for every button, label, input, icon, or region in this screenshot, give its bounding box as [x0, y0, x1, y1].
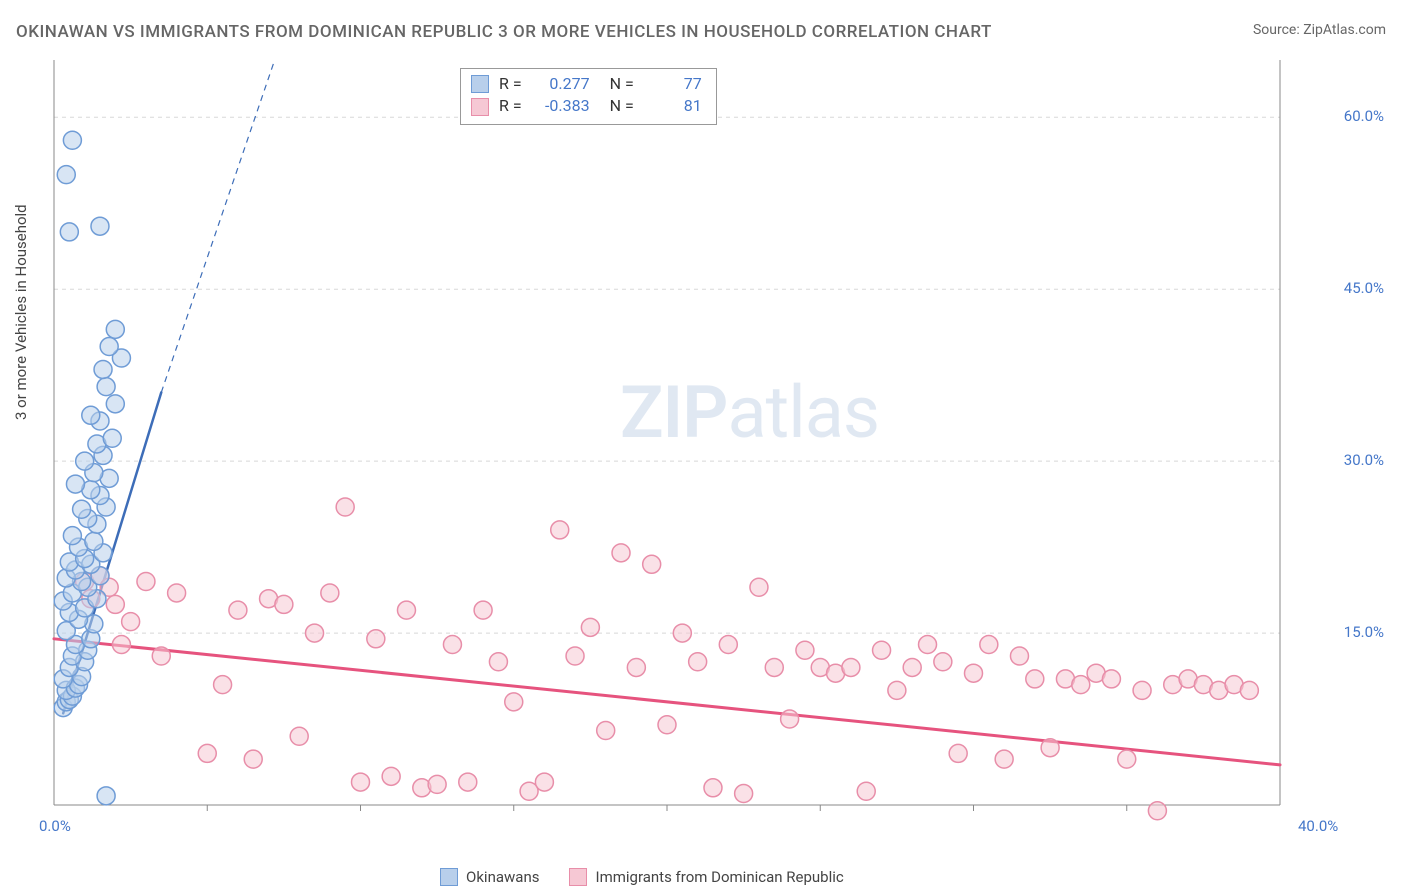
legend-label-okinawans: Okinawans: [466, 868, 539, 886]
scatter-plot: [50, 60, 1340, 825]
x-tick-max: 40.0%: [1298, 817, 1338, 835]
y-tick-3: 60.0%: [1344, 107, 1384, 125]
y-tick-2: 45.0%: [1344, 279, 1384, 297]
r-value-okinawans: 0.277: [532, 73, 590, 95]
r-label: R =: [499, 95, 522, 117]
swatch-okinawans: [471, 75, 489, 93]
correlation-stats-box: R = 0.277 N = 77 R = -0.383 N = 81: [460, 68, 717, 125]
r-value-dominican: -0.383: [532, 95, 590, 117]
n-label: N =: [610, 95, 634, 117]
legend-item-okinawans: Okinawans: [440, 868, 539, 886]
legend-label-dominican: Immigrants from Dominican Republic: [595, 868, 843, 886]
x-tick-min: 0.0%: [39, 817, 71, 835]
source-attribution: Source: ZipAtlas.com: [1253, 22, 1386, 38]
legend: Okinawans Immigrants from Dominican Repu…: [440, 868, 844, 886]
stats-row-dominican: R = -0.383 N = 81: [471, 95, 702, 117]
n-label: N =: [610, 73, 634, 95]
chart-title: OKINAWAN VS IMMIGRANTS FROM DOMINICAN RE…: [16, 22, 992, 42]
stats-row-okinawans: R = 0.277 N = 77: [471, 73, 702, 95]
swatch-dominican: [471, 98, 489, 116]
n-value-okinawans: 77: [644, 73, 702, 95]
legend-swatch-dominican: [569, 868, 587, 886]
legend-swatch-okinawans: [440, 868, 458, 886]
r-label: R =: [499, 73, 522, 95]
y-tick-0: 15.0%: [1344, 623, 1384, 641]
legend-item-dominican: Immigrants from Dominican Republic: [569, 868, 843, 886]
y-axis-label: 3 or more Vehicles in Household: [12, 204, 30, 420]
y-tick-1: 30.0%: [1344, 451, 1384, 469]
n-value-dominican: 81: [644, 95, 702, 117]
